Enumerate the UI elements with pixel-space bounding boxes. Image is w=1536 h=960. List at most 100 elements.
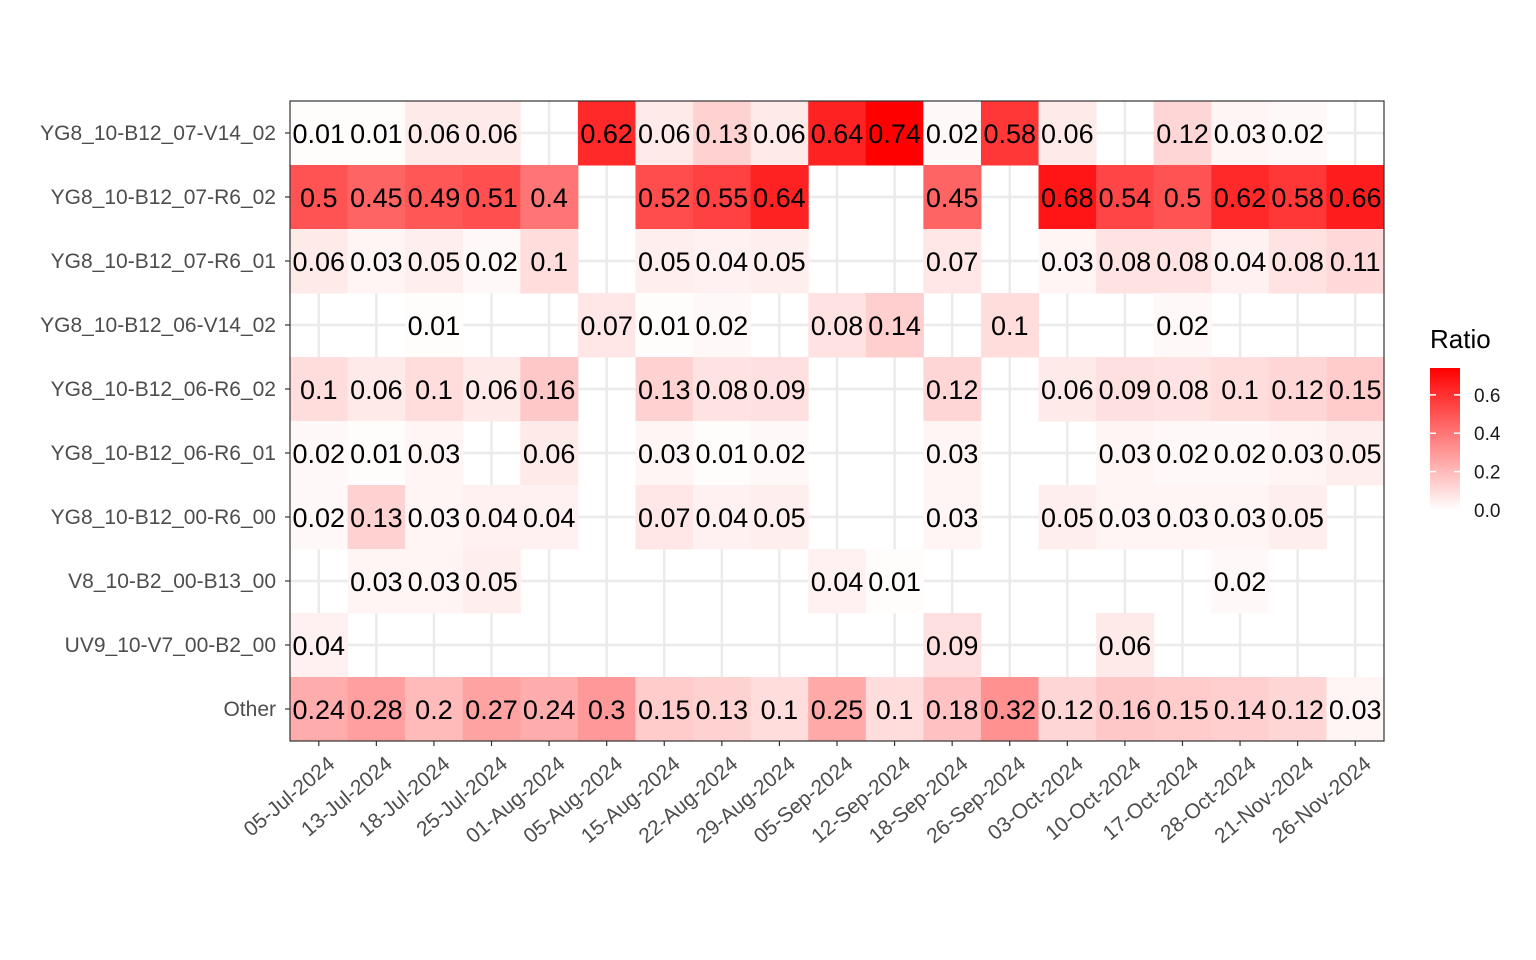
y-tick-label: YG8_10-B12_06-R6_01 [51, 442, 276, 465]
cell-label: 0.24 [523, 695, 576, 725]
cell-label: 0.12 [926, 375, 979, 405]
heatmap-cell [290, 101, 349, 166]
cell-label: 0.03 [1214, 119, 1267, 149]
heatmap-cell [405, 357, 464, 422]
cell-label: 0.04 [523, 503, 576, 533]
heatmap-cells [290, 101, 1385, 742]
cell-label: 0.74 [868, 119, 921, 149]
cell-label: 0.08 [1271, 247, 1324, 277]
cell-label: 0.55 [696, 183, 749, 213]
heatmap-cell [1268, 485, 1327, 550]
heatmap-cell [1038, 677, 1097, 742]
heatmap-cell [750, 101, 809, 166]
heatmap-cell [347, 421, 406, 486]
cell-label: 0.07 [638, 503, 691, 533]
cell-label: 0.01 [293, 119, 346, 149]
cell-label: 0.1 [300, 375, 338, 405]
cell-label: 0.58 [1271, 183, 1324, 213]
heatmap-cell [462, 101, 521, 166]
heatmap-cell [635, 677, 694, 742]
cell-label: 0.16 [1099, 695, 1152, 725]
y-tick-label: YG8_10-B12_06-R6_02 [51, 378, 276, 401]
heatmap-cell [635, 101, 694, 166]
cell-label: 0.06 [523, 439, 576, 469]
heatmap-cell [923, 677, 982, 742]
cell-label: 0.03 [1041, 247, 1094, 277]
cell-label: 0.03 [638, 439, 691, 469]
cell-label: 0.08 [696, 375, 749, 405]
heatmap-cell [290, 421, 349, 486]
heatmap-cell [865, 549, 924, 614]
cell-label: 0.05 [753, 503, 806, 533]
heatmap-cell [347, 101, 406, 166]
heatmap-cell [1268, 421, 1327, 486]
cell-label: 0.1 [761, 695, 799, 725]
heatmap-cell [1096, 613, 1155, 678]
heatmap-cell [1211, 165, 1270, 230]
heatmap-cell [1096, 421, 1155, 486]
cell-label: 0.03 [408, 439, 461, 469]
heatmap-cell [635, 485, 694, 550]
cell-label: 0.62 [1214, 183, 1267, 213]
heatmap-cell [462, 485, 521, 550]
legend-tick-label: 0.6 [1474, 386, 1500, 407]
cell-label: 0.05 [638, 247, 691, 277]
heatmap-cell [1268, 677, 1327, 742]
cell-label: 0.02 [926, 119, 979, 149]
heatmap-cell [1211, 549, 1270, 614]
cell-label: 0.01 [350, 119, 403, 149]
heatmap-cell [750, 677, 809, 742]
cell-label: 0.52 [638, 183, 691, 213]
heatmap-cell [347, 357, 406, 422]
cell-label: 0.01 [350, 439, 403, 469]
heatmap-cell [865, 677, 924, 742]
cell-label: 0.15 [1329, 375, 1382, 405]
cell-label: 0.04 [1214, 247, 1267, 277]
cell-label: 0.02 [465, 247, 518, 277]
heatmap-cell [462, 165, 521, 230]
cell-label: 0.04 [293, 631, 346, 661]
cell-label: 0.03 [1329, 695, 1382, 725]
heatmap-cell [290, 165, 349, 230]
heatmap-cell [1268, 357, 1327, 422]
heatmap-cell [1153, 229, 1212, 294]
heatmap-cell [1038, 229, 1097, 294]
cell-label: 0.54 [1099, 183, 1152, 213]
cell-label: 0.13 [696, 695, 749, 725]
cell-label: 0.06 [1041, 119, 1094, 149]
heatmap-cell [1153, 677, 1212, 742]
cell-label: 0.51 [465, 183, 518, 213]
cell-label: 0.06 [408, 119, 461, 149]
heatmap-cell [405, 229, 464, 294]
y-tick-label: YG8_10-B12_00-R6_00 [51, 506, 276, 529]
x-tick-label: 05-Aug-2024 [519, 752, 627, 848]
cell-label: 0.01 [868, 567, 921, 597]
heatmap-cell [1038, 357, 1097, 422]
cell-label: 0.03 [926, 439, 979, 469]
y-tick-label: V8_10-B2_00-B13_00 [68, 570, 276, 593]
heatmap-cell [923, 165, 982, 230]
heatmap-cell [405, 165, 464, 230]
heatmap-cell [405, 485, 464, 550]
heatmap-cell [347, 165, 406, 230]
heatmap-cell [750, 357, 809, 422]
cell-label: 0.02 [1156, 439, 1209, 469]
heatmap-cell [635, 421, 694, 486]
heatmap-cell [1211, 485, 1270, 550]
cell-label: 0.06 [465, 375, 518, 405]
heatmap-cell [577, 101, 636, 166]
heatmap-cell [750, 165, 809, 230]
cell-label: 0.03 [1099, 439, 1152, 469]
heatmap-cell [1268, 165, 1327, 230]
heatmap-cell [808, 101, 867, 166]
cell-label: 0.08 [811, 311, 864, 341]
cell-label: 0.01 [408, 311, 461, 341]
heatmap-cell [520, 677, 579, 742]
cell-label: 0.12 [1271, 375, 1324, 405]
x-tick-label: 26-Sep-2024 [922, 752, 1030, 848]
x-tick-label: 22-Aug-2024 [635, 752, 743, 848]
heatmap-cell [635, 165, 694, 230]
cell-label: 0.27 [465, 695, 518, 725]
cell-label: 0.07 [580, 311, 633, 341]
